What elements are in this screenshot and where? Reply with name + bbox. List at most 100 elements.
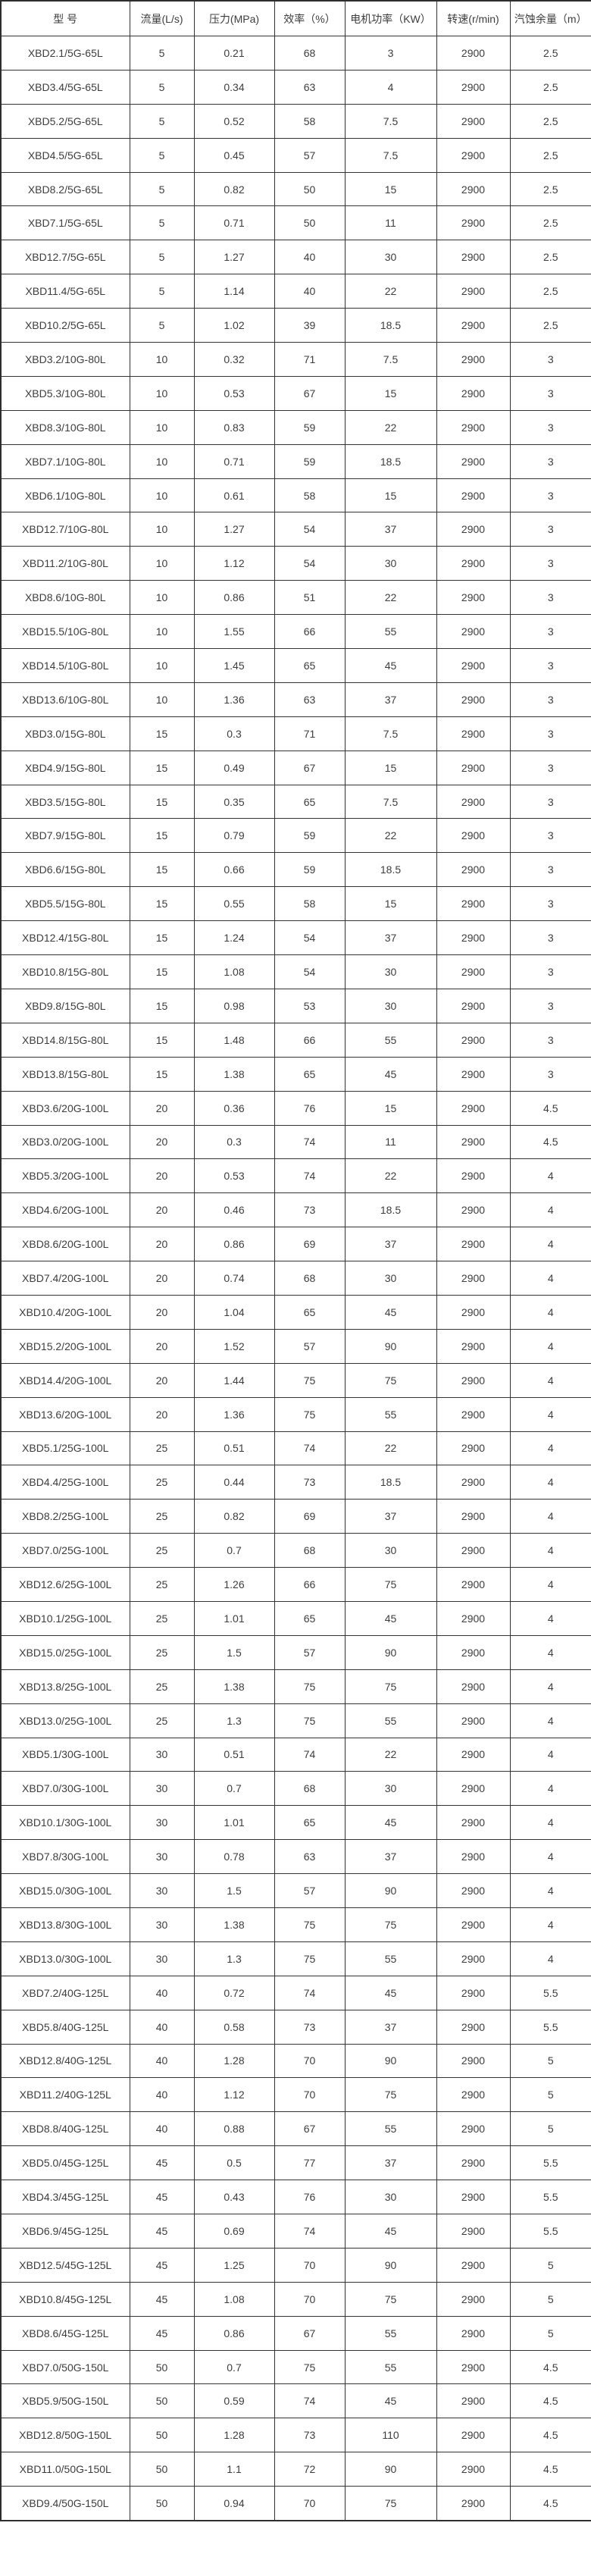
cell-flow: 5: [129, 36, 195, 71]
cell-efficiency: 71: [274, 716, 346, 751]
cell-speed: 2900: [436, 1227, 511, 1262]
cell-speed: 2900: [436, 2145, 511, 2181]
table-row: XBD12.8/50G-150L 50 1.28 73 110 2900 4.5: [0, 2418, 591, 2453]
table-row: XBD10.8/15G-80L 15 1.08 54 30 2900 3: [0, 954, 591, 989]
cell-pressure: 0.88: [193, 2111, 275, 2147]
table-row: XBD11.0/50G-150L 50 1.1 72 90 2900 4.5: [0, 2452, 591, 2487]
cell-speed: 2900: [436, 1703, 511, 1738]
cell-flow: 10: [129, 614, 195, 650]
cell-efficiency: 74: [274, 1737, 346, 1772]
cell-efficiency: 75: [274, 2349, 346, 2385]
table-row: XBD7.0/30G-100L 30 0.7 68 30 2900 4: [0, 1771, 591, 1807]
cell-flow: 25: [129, 1703, 195, 1738]
table-row: XBD4.9/15G-80L 15 0.49 67 15 2900 3: [0, 750, 591, 785]
cell-npsh: 2.5: [509, 240, 591, 275]
cell-flow: 20: [129, 1124, 195, 1160]
cell-speed: 2900: [436, 137, 511, 173]
table-row: XBD4.4/25G-100L 25 0.44 73 18.5 2900 4: [0, 1465, 591, 1500]
cell-npsh: 5.5: [509, 2214, 591, 2249]
cell-efficiency: 66: [274, 1022, 346, 1058]
cell-efficiency: 59: [274, 443, 346, 479]
cell-power: 37: [344, 920, 437, 956]
table-row: XBD11.4/5G-65L 5 1.14 40 22 2900 2.5: [0, 274, 591, 309]
cell-model: XBD11.4/5G-65L: [0, 274, 130, 309]
cell-efficiency: 75: [274, 1703, 346, 1738]
cell-speed: 2900: [436, 443, 511, 479]
cell-efficiency: 65: [274, 1805, 346, 1841]
cell-pressure: 0.49: [193, 750, 275, 785]
cell-pressure: 0.35: [193, 784, 275, 819]
cell-efficiency: 67: [274, 375, 346, 411]
cell-npsh: 5: [509, 2281, 591, 2317]
cell-efficiency: 70: [274, 2247, 346, 2283]
cell-flow: 20: [129, 1158, 195, 1194]
cell-power: 90: [344, 2043, 437, 2079]
cell-pressure: 1.01: [193, 1805, 275, 1841]
cell-speed: 2900: [436, 1465, 511, 1500]
cell-npsh: 4: [509, 1669, 591, 1704]
cell-pressure: 0.79: [193, 818, 275, 854]
cell-efficiency: 63: [274, 1839, 346, 1875]
cell-efficiency: 75: [274, 1941, 346, 1976]
cell-pressure: 1.48: [193, 1022, 275, 1058]
table-row: XBD5.0/45G-125L 45 0.5 77 37 2900 5.5: [0, 2145, 591, 2181]
cell-speed: 2900: [436, 375, 511, 411]
cell-power: 18.5: [344, 1192, 437, 1228]
table-row: XBD10.4/20G-100L 20 1.04 65 45 2900 4: [0, 1294, 591, 1330]
cell-speed: 2900: [436, 274, 511, 309]
cell-efficiency: 70: [274, 2486, 346, 2521]
cell-npsh: 2.5: [509, 308, 591, 343]
cell-speed: 2900: [436, 240, 511, 275]
cell-npsh: 4.5: [509, 1124, 591, 1160]
table-row: XBD7.8/30G-100L 30 0.78 63 37 2900 4: [0, 1839, 591, 1875]
cell-npsh: 3: [509, 614, 591, 650]
cell-power: 22: [344, 274, 437, 309]
cell-flow: 5: [129, 308, 195, 343]
cell-npsh: 4: [509, 1600, 591, 1636]
cell-pressure: 0.72: [193, 1975, 275, 2010]
cell-flow: 10: [129, 342, 195, 377]
cell-model: XBD7.1/10G-80L: [0, 443, 130, 479]
cell-pressure: 1.12: [193, 546, 275, 581]
cell-efficiency: 72: [274, 2452, 346, 2487]
cell-npsh: 4.5: [509, 2486, 591, 2521]
cell-speed: 2900: [436, 171, 511, 207]
cell-speed: 2900: [436, 1362, 511, 1398]
cell-model: XBD14.5/10G-80L: [0, 648, 130, 683]
table-row: XBD6.9/45G-125L 45 0.69 74 45 2900 5.5: [0, 2214, 591, 2249]
cell-model: XBD7.2/40G-125L: [0, 1975, 130, 2010]
cell-pressure: 1.38: [193, 1056, 275, 1092]
cell-flow: 40: [129, 1975, 195, 2010]
table-row: XBD8.2/5G-65L 5 0.82 50 15 2900 2.5: [0, 171, 591, 207]
cell-npsh: 5: [509, 2043, 591, 2079]
table-row: XBD8.2/25G-100L 25 0.82 69 37 2900 4: [0, 1499, 591, 1534]
cell-model: XBD5.1/25G-100L: [0, 1431, 130, 1466]
cell-npsh: 4: [509, 1158, 591, 1194]
cell-efficiency: 59: [274, 852, 346, 888]
cell-model: XBD11.2/40G-125L: [0, 2077, 130, 2113]
cell-power: 37: [344, 2009, 437, 2045]
table-row: XBD7.1/10G-80L 10 0.71 59 18.5 2900 3: [0, 443, 591, 479]
cell-speed: 2900: [436, 2214, 511, 2249]
cell-flow: 20: [129, 1090, 195, 1126]
cell-npsh: 3: [509, 580, 591, 616]
table-row: XBD9.4/50G-150L 50 0.94 70 75 2900 4.5: [0, 2486, 591, 2521]
cell-model: XBD14.8/15G-80L: [0, 1022, 130, 1058]
cell-model: XBD12.6/25G-100L: [0, 1567, 130, 1602]
table-row: XBD8.8/40G-125L 40 0.88 67 55 2900 5: [0, 2111, 591, 2147]
cell-npsh: 4: [509, 1805, 591, 1841]
cell-model: XBD7.1/5G-65L: [0, 205, 130, 241]
cell-speed: 2900: [436, 1975, 511, 2010]
cell-efficiency: 54: [274, 954, 346, 989]
cell-npsh: 2.5: [509, 69, 591, 105]
table-row: XBD7.0/50G-150L 50 0.7 75 55 2900 4.5: [0, 2349, 591, 2385]
cell-power: 45: [344, 2383, 437, 2419]
table-row: XBD11.2/40G-125L 40 1.12 70 75 2900 5: [0, 2077, 591, 2113]
cell-speed: 2900: [436, 1158, 511, 1194]
table-header-row: 型 号流量(L/s) 压力(MPa) 效率（%） 电机功率（KW） 转速(r/min) 汽…: [0, 0, 591, 36]
cell-npsh: 3: [509, 716, 591, 751]
cell-flow: 15: [129, 920, 195, 956]
table-row: XBD13.6/20G-100L 20 1.36 75 55 2900 4: [0, 1396, 591, 1432]
cell-npsh: 4: [509, 1634, 591, 1670]
cell-npsh: 3: [509, 920, 591, 956]
